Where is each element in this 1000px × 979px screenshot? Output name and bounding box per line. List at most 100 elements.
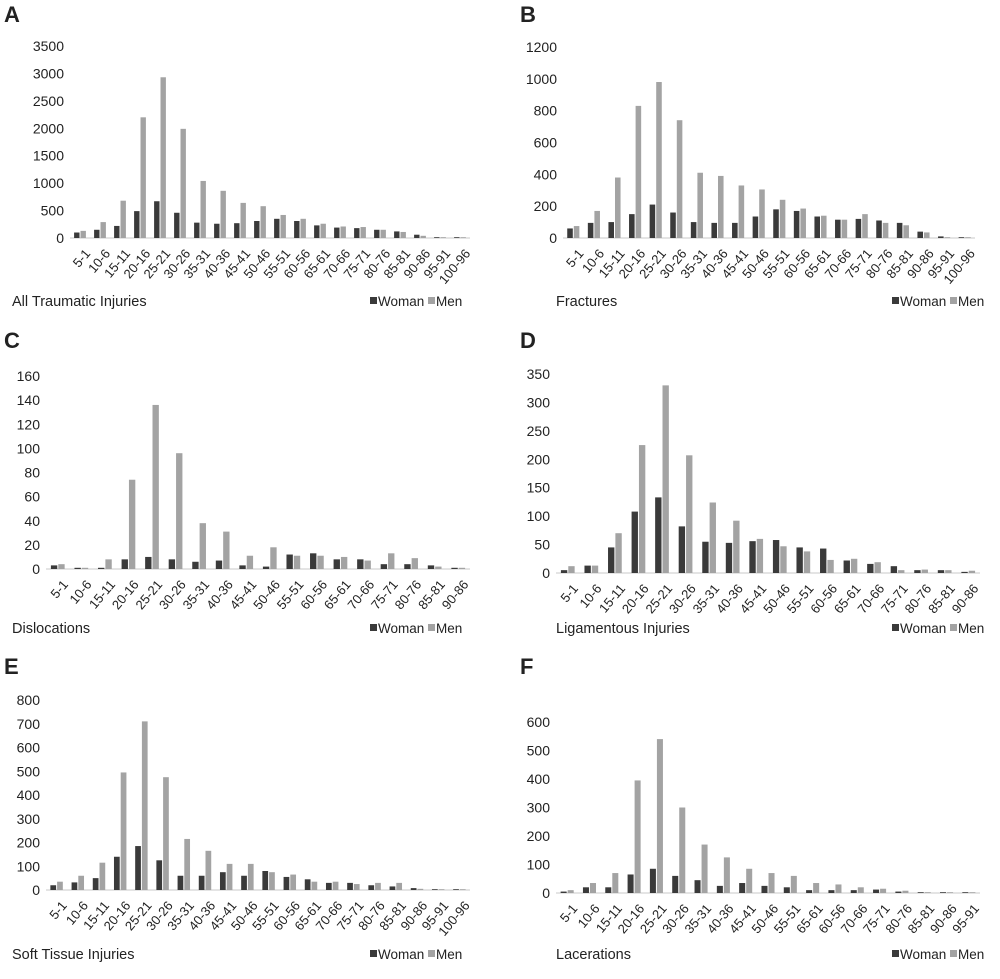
y-tick-label: 120 xyxy=(17,416,41,432)
bar-woman-55-51 xyxy=(262,871,269,890)
legend-label-woman: Woman xyxy=(900,947,946,962)
bar-men-70-66 xyxy=(332,881,339,890)
chart-panel-d: D0501001502002503003505-110-615-1120-162… xyxy=(520,328,984,637)
bar-woman-35-31 xyxy=(177,875,184,890)
bar-men-80-76 xyxy=(921,569,928,573)
bar-woman-90-86 xyxy=(917,231,923,238)
bar-men-10-6 xyxy=(78,875,85,890)
y-tick-label: 600 xyxy=(527,714,551,730)
bar-woman-40-36 xyxy=(716,885,723,893)
panel-letter: F xyxy=(520,654,533,679)
bar-men-90-86 xyxy=(458,567,466,569)
bar-woman-30-26 xyxy=(670,212,676,238)
bar-woman-80-76 xyxy=(895,891,902,893)
bar-men-55-51 xyxy=(280,214,286,238)
y-tick-label: 100 xyxy=(527,857,551,873)
y-tick-label: 1000 xyxy=(33,175,64,191)
bar-men-100-96 xyxy=(459,889,466,890)
bar-woman-10-6 xyxy=(582,887,589,893)
panel-letter: E xyxy=(4,654,19,679)
bar-woman-55-51 xyxy=(773,209,779,238)
bar-men-5-1 xyxy=(568,566,575,573)
bar-woman-40-36 xyxy=(215,560,223,569)
chart-panel-c: C0204060801001201401605-110-615-1120-162… xyxy=(4,328,471,637)
bar-woman-100-96 xyxy=(958,237,965,238)
legend-swatch-woman xyxy=(892,950,899,957)
y-tick-label: 400 xyxy=(527,771,551,787)
bar-woman-95-91 xyxy=(434,237,440,238)
y-tick-label: 100 xyxy=(527,508,551,524)
bar-men-10-6 xyxy=(589,883,596,893)
bar-men-85-81 xyxy=(924,892,931,893)
legend-swatch-men xyxy=(428,950,435,957)
bar-woman-10-6 xyxy=(587,222,594,238)
panel-letter: D xyxy=(520,328,536,353)
bar-woman-20-16 xyxy=(627,874,634,893)
bar-men-20-16 xyxy=(638,445,646,573)
bar-woman-90-86 xyxy=(940,892,947,893)
bar-woman-95-91 xyxy=(962,892,969,893)
bar-men-30-26 xyxy=(679,807,686,893)
legend-label-woman: Woman xyxy=(378,947,424,962)
y-tick-label: 80 xyxy=(24,465,40,481)
y-tick-label: 0 xyxy=(32,882,40,898)
bar-men-30-26 xyxy=(176,453,183,569)
bar-men-60-56 xyxy=(835,884,842,893)
bar-woman-5-1 xyxy=(560,891,567,893)
bar-woman-60-56 xyxy=(283,876,290,890)
bar-woman-25-21 xyxy=(649,868,656,893)
legend: Woman Men xyxy=(892,294,984,309)
bar-men-50-46 xyxy=(247,863,254,890)
bar-men-80-76 xyxy=(411,558,418,569)
bar-men-60-56 xyxy=(290,874,297,890)
bar-woman-30-26 xyxy=(672,875,679,893)
bar-woman-50-46 xyxy=(262,566,270,569)
bar-woman-15-11 xyxy=(114,225,120,238)
bar-woman-85-81 xyxy=(937,570,945,573)
bar-men-70-66 xyxy=(340,226,346,238)
bar-woman-40-36 xyxy=(711,222,717,238)
bar-woman-5-1 xyxy=(567,228,573,238)
bar-men-25-21 xyxy=(662,385,669,573)
bar-woman-15-11 xyxy=(92,878,99,890)
bar-woman-50-46 xyxy=(254,220,260,238)
bar-men-5-1 xyxy=(58,564,65,569)
bar-woman-30-26 xyxy=(168,559,176,569)
y-tick-label: 400 xyxy=(17,787,41,803)
legend-label-men: Men xyxy=(958,294,984,309)
bar-men-75-71 xyxy=(388,553,395,569)
bar-woman-50-46 xyxy=(772,540,780,573)
bar-woman-90-86 xyxy=(410,888,417,890)
bar-woman-50-46 xyxy=(241,875,247,890)
legend-swatch-woman xyxy=(370,297,377,304)
y-tick-label: 2000 xyxy=(33,120,64,136)
bar-men-65-61 xyxy=(813,883,820,893)
bar-men-20-16 xyxy=(634,780,641,893)
bar-woman-10-6 xyxy=(74,567,81,569)
bar-woman-85-81 xyxy=(394,231,400,238)
bar-men-95-91 xyxy=(944,237,951,238)
bar-woman-65-61 xyxy=(843,560,850,573)
bar-men-65-61 xyxy=(311,881,318,890)
bar-men-55-51 xyxy=(803,551,811,573)
y-tick-label: 500 xyxy=(17,763,41,779)
bar-men-25-21 xyxy=(160,77,166,238)
legend-swatch-woman xyxy=(370,950,377,957)
legend-swatch-men xyxy=(428,297,435,304)
bar-men-70-66 xyxy=(841,219,848,238)
bar-woman-60-56 xyxy=(294,220,300,238)
bar-men-75-71 xyxy=(862,214,868,238)
bar-woman-35-31 xyxy=(702,541,709,573)
y-tick-label: 0 xyxy=(56,230,64,246)
legend: Woman Men xyxy=(370,947,462,962)
bar-men-55-51 xyxy=(269,872,275,890)
bar-men-10-6 xyxy=(100,222,106,238)
bar-men-85-81 xyxy=(945,570,952,573)
bar-men-80-76 xyxy=(882,222,889,238)
bar-woman-75-71 xyxy=(873,889,880,893)
bar-men-15-11 xyxy=(99,862,106,890)
bar-men-90-86 xyxy=(968,570,976,573)
chart-panel-f: F01002003004005006005-110-615-1120-1625-… xyxy=(520,654,984,963)
bar-men-10-6 xyxy=(591,565,599,573)
